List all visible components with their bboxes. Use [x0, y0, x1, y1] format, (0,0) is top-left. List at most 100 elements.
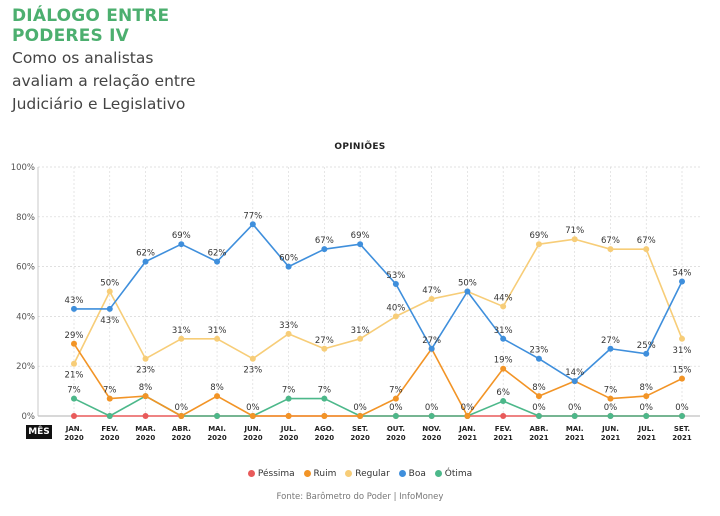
x-tick-year: 2021 — [529, 434, 549, 442]
data-point-ruim — [321, 413, 328, 419]
data-point-ruim — [535, 393, 542, 400]
data-label-otima: 0% — [389, 403, 403, 413]
x-tick-year: 2020 — [315, 434, 335, 442]
data-point-otima — [106, 413, 113, 419]
data-point-regular — [178, 335, 185, 342]
data-point-otima — [643, 413, 650, 419]
data-label-regular: 31% — [673, 346, 692, 356]
data-point-ruim — [643, 393, 650, 400]
data-label-regular: 71% — [565, 226, 584, 236]
data-point-pessima — [500, 413, 507, 419]
source-note: Fonte: Barômetro do Poder | InfoMoney — [276, 492, 444, 502]
data-point-regular — [71, 360, 77, 367]
x-tick-label: MAR. — [135, 425, 156, 433]
data-label-ruim: 8% — [139, 383, 153, 393]
data-point-boa — [357, 241, 364, 248]
y-tick-label: 20% — [16, 362, 35, 372]
data-label-ruim: 8% — [532, 383, 546, 393]
data-point-boa — [500, 335, 507, 342]
data-point-regular — [214, 335, 221, 342]
x-tick-label: AGO. — [315, 425, 335, 433]
data-point-pessima — [142, 413, 149, 419]
data-point-boa — [428, 345, 435, 352]
x-tick-year: 2020 — [172, 434, 192, 442]
data-label-boa: 67% — [315, 236, 334, 246]
y-tick-label: 60% — [16, 263, 35, 273]
data-label-boa: 53% — [386, 271, 405, 281]
data-label-boa: 43% — [100, 316, 119, 326]
legend-item-otima: Ótima — [434, 469, 473, 479]
data-point-boa — [321, 246, 328, 253]
x-tick-year: 2020 — [422, 434, 442, 442]
x-tick-year: 2020 — [243, 434, 263, 442]
data-label-ruim: 8% — [639, 383, 653, 393]
data-label-ruim: 7% — [103, 386, 117, 396]
data-point-ruim — [106, 395, 113, 402]
data-point-regular — [571, 236, 578, 243]
legend-dot-otima — [434, 469, 442, 477]
data-point-otima — [285, 395, 292, 402]
data-label-regular: 31% — [351, 326, 370, 336]
data-point-otima — [500, 398, 507, 405]
x-tick-label: FEV. — [101, 425, 118, 433]
data-label-otima: 6% — [496, 388, 510, 398]
legend-dot-regular — [345, 469, 353, 477]
legend-item-boa: Boa — [398, 469, 426, 479]
data-point-ruim — [178, 413, 185, 419]
data-point-otima — [71, 395, 77, 402]
data-label-ruim: 0% — [175, 403, 189, 413]
legend-item-pessima: Péssima — [247, 469, 295, 479]
data-label-ruim: 29% — [65, 331, 84, 341]
x-tick-label: SET. — [352, 425, 368, 433]
data-label-regular: 44% — [494, 293, 513, 303]
data-label-regular: 21% — [65, 371, 84, 381]
data-label-otima: 0% — [568, 403, 582, 413]
x-tick-year: 2020 — [350, 434, 370, 442]
x-tick-label: SET. — [674, 425, 690, 433]
data-point-boa — [607, 345, 614, 352]
data-point-otima — [428, 413, 435, 419]
data-point-regular — [321, 345, 328, 352]
data-point-pessima — [71, 413, 77, 419]
data-label-boa: 77% — [243, 211, 262, 221]
x-tick-label: JUL. — [280, 425, 296, 433]
data-label-boa: 50% — [458, 279, 477, 289]
legend-item-ruim: Ruim — [303, 469, 336, 479]
legend-label-otima: Ótima — [444, 469, 473, 479]
data-point-boa — [71, 305, 77, 312]
data-point-ruim — [71, 340, 77, 347]
data-point-boa — [285, 263, 292, 270]
data-point-ruim — [249, 413, 256, 419]
x-tick-label: MAI. — [566, 425, 584, 433]
data-point-regular — [643, 246, 650, 253]
x-tick-label: JAN. — [65, 425, 83, 433]
data-label-boa: 54% — [673, 269, 692, 279]
data-label-ruim: 0% — [353, 403, 367, 413]
data-label-boa: 69% — [172, 231, 191, 241]
data-point-boa — [249, 221, 256, 228]
data-point-ruim — [142, 393, 149, 400]
data-label-boa: 43% — [65, 296, 84, 306]
data-label-ruim: 7% — [389, 386, 403, 396]
data-point-regular — [679, 335, 685, 342]
legend-item-regular: Regular — [345, 469, 390, 479]
data-label-otima: 0% — [532, 403, 546, 413]
data-point-boa — [679, 278, 685, 285]
data-label-otima: 0% — [675, 403, 689, 413]
data-point-boa — [464, 288, 471, 295]
series-line-regular — [73, 238, 683, 365]
data-label-regular: 47% — [422, 286, 441, 296]
data-point-ruim — [214, 393, 221, 400]
data-point-regular — [142, 355, 149, 362]
x-tick-label: JUN. — [601, 425, 619, 433]
data-label-regular: 67% — [637, 236, 656, 246]
data-label-otima: 0% — [604, 403, 618, 413]
data-label-boa: 14% — [565, 368, 584, 378]
legend: Péssima Ruim Regular Boa Ótima — [0, 469, 720, 479]
data-point-ruim — [357, 413, 364, 419]
series-line-boa — [74, 223, 683, 382]
series-line-ruim — [73, 343, 683, 417]
data-point-ruim — [607, 395, 614, 402]
data-point-boa — [178, 241, 185, 248]
